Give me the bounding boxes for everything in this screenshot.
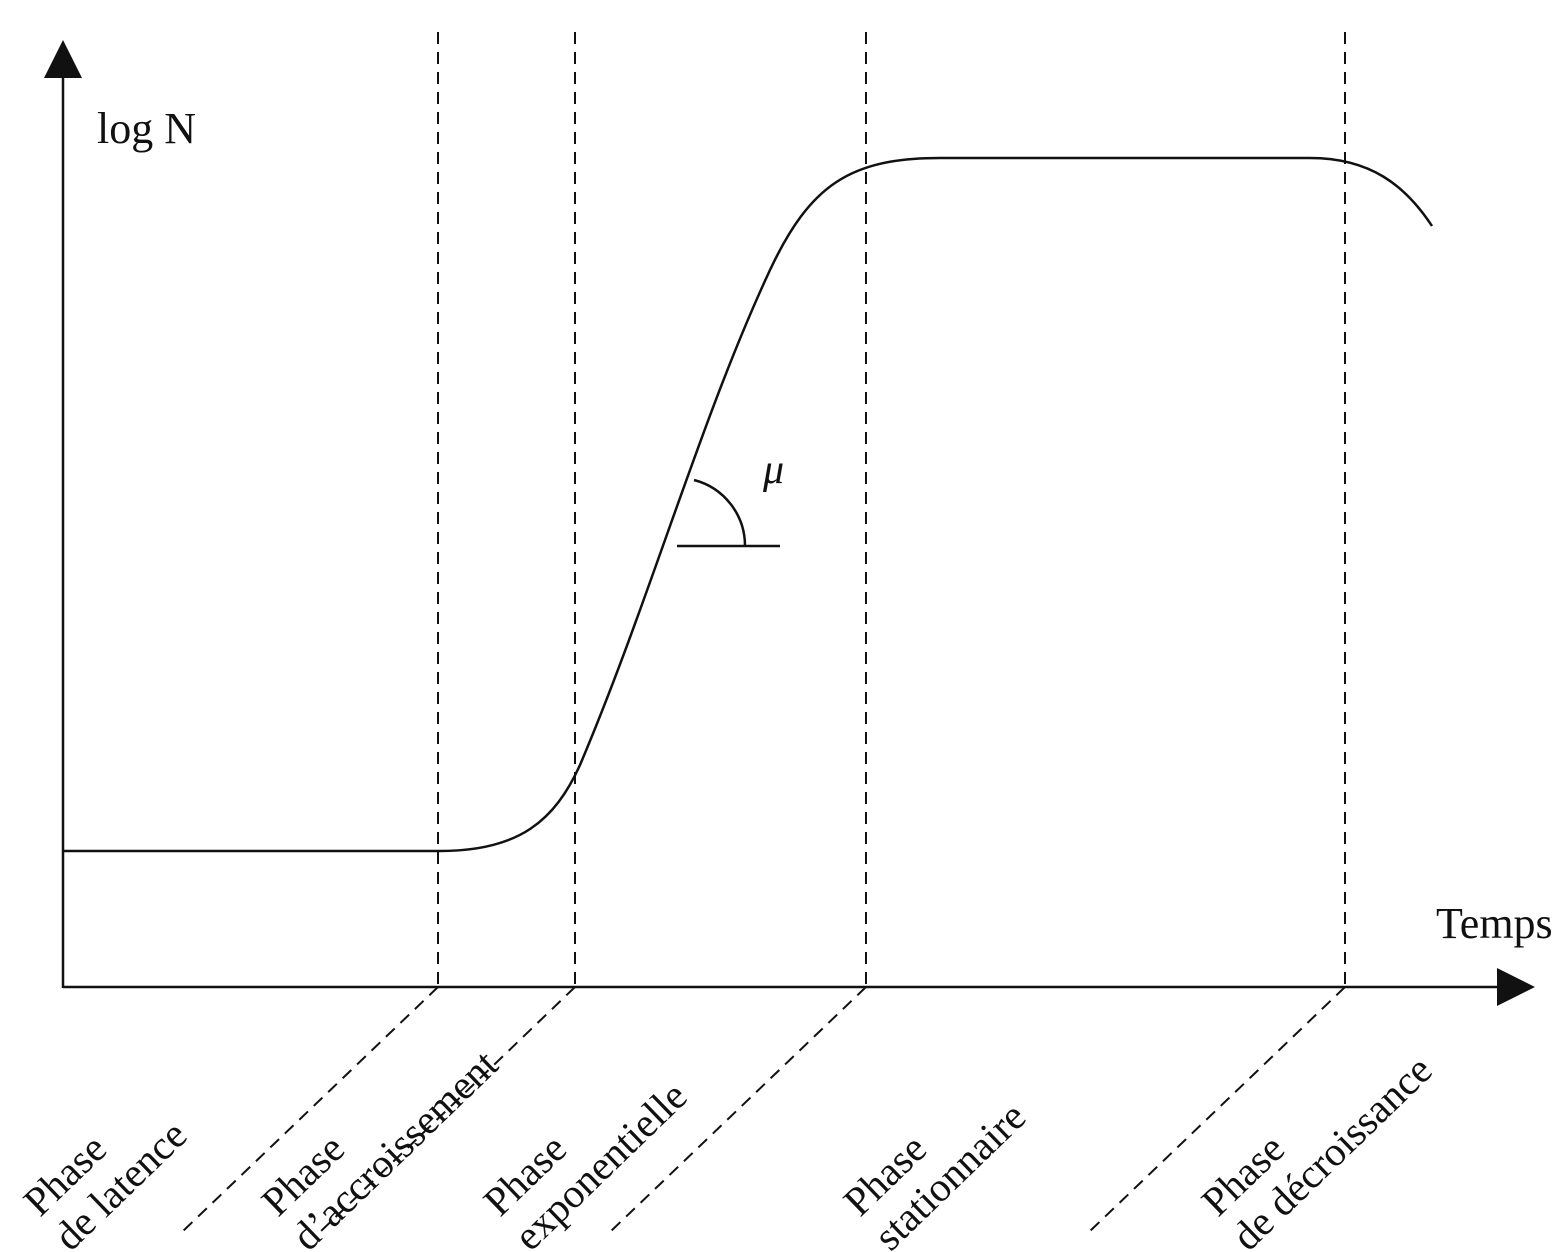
phase-label-decroissance: Phase de décroissance bbox=[1192, 1046, 1440, 1252]
phase-label-latence: Phase de latence bbox=[14, 1111, 195, 1252]
y-axis-label: log N bbox=[97, 104, 196, 153]
y-axis-arrow bbox=[44, 40, 82, 78]
growth-curve bbox=[63, 156, 1434, 853]
slope-label: μ bbox=[762, 447, 784, 493]
phase-label-exponentielle: Phase exponentielle bbox=[474, 1072, 695, 1252]
slope-angle-arc bbox=[693, 478, 747, 547]
x-axis-arrow bbox=[1497, 968, 1535, 1006]
phase-label-stationnaire: Phase stationnaire bbox=[834, 1093, 1034, 1252]
x-axis-label: Temps bbox=[1436, 899, 1553, 948]
